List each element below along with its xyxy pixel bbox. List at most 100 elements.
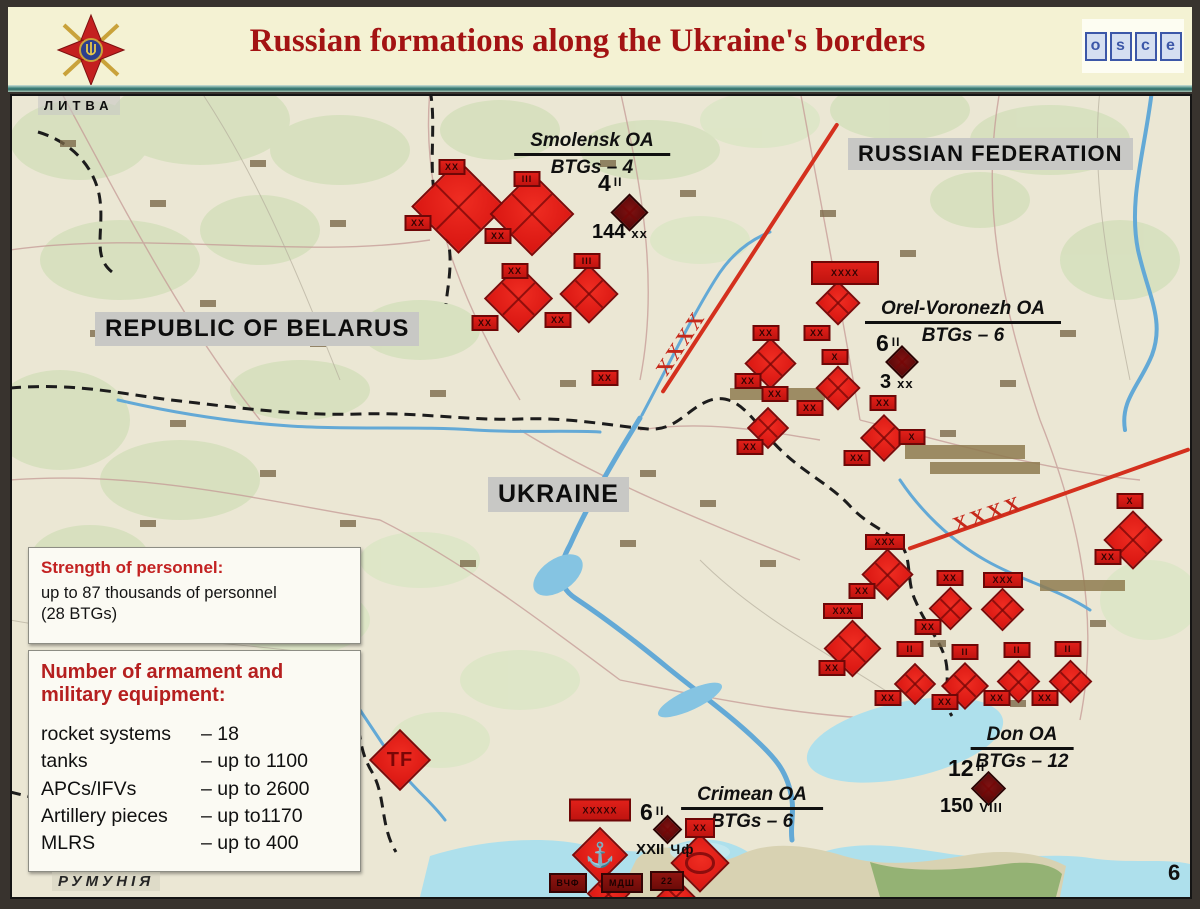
oa-name: Don OA	[970, 724, 1074, 750]
strength-box-line: (28 BTGs)	[41, 605, 118, 624]
map-terrain	[12, 96, 1190, 897]
armament-row: MLRS – up to 400	[41, 830, 348, 857]
hq-unit-number: 150 VIII	[940, 795, 1003, 817]
oa-label-0: Smolensk OA BTGs – 4	[514, 130, 670, 179]
region-label-0: ЛИТВА	[38, 96, 120, 115]
echelon-tag: XX	[736, 439, 764, 455]
echelon-tag: XX	[404, 215, 432, 231]
page-number: 6	[1168, 860, 1181, 885]
strength-box-title: Strength of personnel:	[41, 558, 224, 577]
echelon-tag: XX	[843, 450, 871, 466]
echelon-tag: III	[573, 253, 601, 269]
echelon-tag: 22	[650, 871, 684, 891]
hq-echelon-label: 6 II	[876, 330, 901, 356]
unit-diamond	[815, 280, 861, 326]
armament-row: Artillery pieces – up to1170	[41, 803, 348, 830]
echelon-tag: II	[1003, 642, 1031, 658]
armament-box-title: Number of armament and military equipmen…	[41, 661, 284, 706]
echelon-tag: XX	[544, 312, 572, 328]
hq-unit-number: 144 xx	[592, 221, 648, 243]
region-label-4: РУМУНІЯ	[52, 872, 161, 891]
header: Russian formations along the Ukraine's b…	[8, 7, 1192, 87]
region-label-2: RUSSIAN FEDERATION	[848, 138, 1133, 170]
osce-letter-tile: o	[1084, 31, 1107, 61]
ukraine-mod-emblem-icon	[56, 13, 126, 87]
echelon-tag: XX	[914, 619, 942, 635]
armament-value: – up to 400	[201, 832, 299, 855]
strength-of-personnel-box: Strength of personnel: up to 87 thousand…	[28, 547, 361, 644]
echelon-tag: XX	[869, 395, 897, 411]
hq-echelon-label: 6 II	[640, 799, 665, 825]
echelon-tag: XX	[484, 228, 512, 244]
armament-value: – up to 2600	[201, 777, 310, 800]
hq-unit-number: XXII Чф	[636, 841, 695, 858]
oa-btgs-count: BTGs – 4	[550, 157, 634, 178]
echelon-tag: X	[821, 349, 849, 365]
echelon-tag: XXXXX	[569, 798, 631, 822]
echelon-tag: XX	[803, 325, 831, 341]
echelon-tag: XX	[848, 583, 876, 599]
echelon-tag: XXX	[823, 603, 863, 619]
map-canvas: Strength of personnel: up to 87 thousand…	[10, 94, 1192, 899]
oa-btgs-count: BTGs – 12	[975, 751, 1069, 772]
echelon-tag: X	[1116, 493, 1144, 509]
oa-name: Crimean OA	[681, 784, 823, 810]
armament-label: rocket systems	[41, 723, 172, 745]
armament-value: – up to1170	[201, 804, 303, 827]
echelon-tag: II	[1054, 641, 1082, 657]
echelon-tag: XXXX	[811, 261, 879, 285]
echelon-tag: XX	[983, 690, 1011, 706]
echelon-tag: XX	[685, 818, 715, 838]
echelon-tag: МДШ	[601, 873, 643, 893]
echelon-tag: XX	[591, 370, 619, 386]
echelon-tag: XX	[931, 694, 959, 710]
armament-label: Artillery pieces	[41, 804, 168, 827]
echelon-tag: XX	[438, 159, 466, 175]
echelon-tag: II	[951, 644, 979, 660]
unit-diamond	[980, 587, 1024, 631]
echelon-tag: X	[898, 429, 926, 445]
osce-letter-tile: e	[1159, 31, 1182, 61]
strength-box-line: up to 87 thousands of personnel	[41, 584, 277, 602]
echelon-tag: XX	[818, 660, 846, 676]
oa-label-1: Orel-Voronezh OA BTGs – 6	[865, 298, 1061, 347]
armament-value: – 18	[201, 723, 239, 745]
echelon-tag: XXX	[865, 534, 905, 550]
armament-equipment-box: Number of armament and military equipmen…	[28, 650, 361, 872]
unit-designator-text: TF	[386, 748, 414, 771]
echelon-tag: XX	[874, 690, 902, 706]
unit-diamond: TF	[368, 728, 432, 792]
anchor-icon: ⚓	[585, 841, 615, 869]
echelon-tag: XX	[936, 570, 964, 586]
osce-letter-tile: s	[1109, 31, 1132, 61]
map-overlay: Strength of personnel: up to 87 thousand…	[12, 96, 1190, 897]
echelon-tag: XX	[761, 386, 789, 402]
front-line-echelon-label: XXXX	[650, 305, 711, 380]
region-label-1: REPUBLIC OF BELARUS	[95, 312, 420, 346]
hq-echelon-label: 12 II	[948, 755, 986, 781]
page-title: Russian formations along the Ukraine's b…	[249, 23, 926, 59]
front-line-echelon-label: XXXX	[949, 490, 1027, 537]
armament-label: APCs/IFVs	[41, 777, 137, 800]
hq-unit-number: 3 xx	[880, 371, 914, 393]
oa-label-3: Crimean OA BTGs – 6	[681, 784, 823, 833]
oa-btgs-count: BTGs – 6	[921, 325, 1005, 346]
header-separator	[8, 85, 1192, 92]
oa-name: Smolensk OA	[514, 130, 670, 156]
armament-value: – up to 1100	[201, 750, 308, 773]
echelon-tag: ВЧФ	[549, 873, 587, 893]
echelon-tag: II	[896, 641, 924, 657]
oa-label-2: Don OA BTGs – 12	[970, 724, 1074, 773]
echelon-tag: XX	[734, 373, 762, 389]
echelon-tag: XX	[1094, 549, 1122, 565]
armament-rows: rocket systems – 18 tanks – up to 1100 APCs/…	[41, 721, 348, 857]
armament-label: tanks	[41, 750, 88, 773]
osce-letter-tile: c	[1134, 31, 1157, 61]
echelon-tag: XX	[501, 263, 529, 279]
oa-btgs-count: BTGs – 6	[710, 811, 794, 832]
echelon-tag: III	[513, 171, 541, 187]
echelon-tag: XX	[752, 325, 780, 341]
armament-row: rocket systems – 18	[41, 721, 348, 748]
